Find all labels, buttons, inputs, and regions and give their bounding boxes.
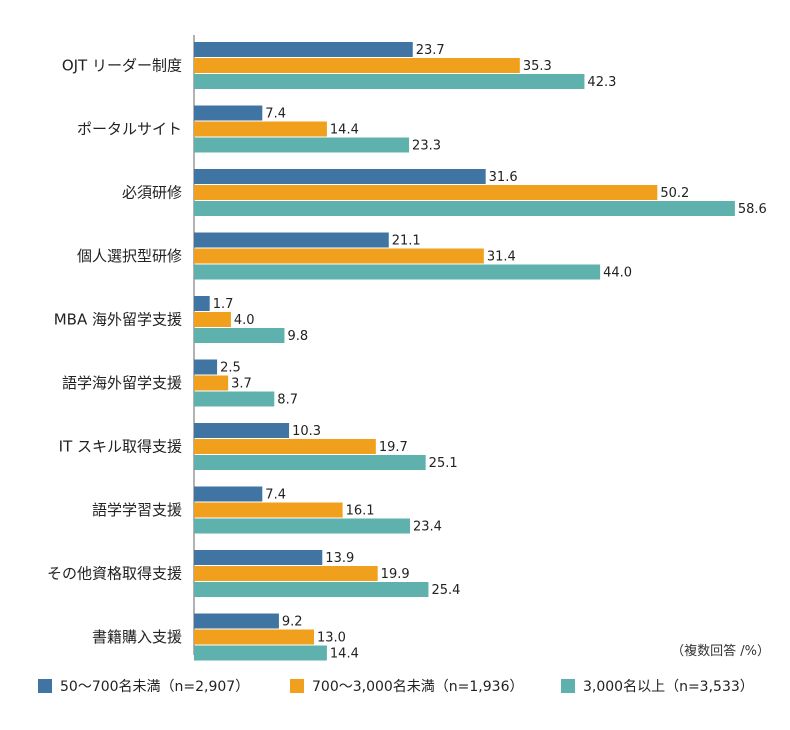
bar-value-label: 50.2 — [660, 186, 689, 201]
bar-value-label: 16.1 — [346, 504, 375, 519]
bar-value-label: 14.4 — [330, 647, 359, 662]
bar — [194, 391, 275, 407]
bar-value-label: 14.4 — [330, 123, 359, 138]
bar — [194, 328, 285, 343]
bar — [194, 518, 410, 534]
category-label: IT スキル取得支援 — [59, 438, 182, 456]
bar — [194, 232, 389, 248]
bar — [194, 58, 520, 73]
bar — [194, 455, 426, 470]
bar-value-label: 19.7 — [379, 440, 408, 455]
legend-swatch — [38, 679, 52, 693]
bar — [194, 312, 231, 327]
bar — [194, 137, 410, 153]
bar — [194, 645, 327, 661]
bar — [194, 201, 735, 216]
bar-value-label: 31.6 — [489, 170, 518, 185]
bar — [194, 423, 290, 438]
bar-value-label: 13.9 — [325, 551, 354, 566]
bar-value-label: 31.4 — [487, 250, 516, 265]
bar — [194, 359, 218, 375]
bar-value-label: 4.0 — [234, 313, 255, 328]
bar — [194, 169, 486, 184]
bar — [194, 582, 429, 597]
category-label: 書籍購入支援 — [92, 628, 182, 646]
category-label: ポータルサイト — [77, 120, 182, 138]
bar-value-label: 13.0 — [317, 631, 346, 646]
bar — [194, 105, 263, 121]
category-label: 語学海外留学支援 — [62, 374, 182, 392]
category-label: その他資格取得支援 — [47, 565, 182, 583]
bar — [194, 629, 314, 645]
category-label: MBA 海外留学支援 — [54, 311, 182, 329]
category-label: 必須研修 — [122, 184, 182, 202]
bar — [194, 550, 323, 565]
bar-value-label: 19.9 — [381, 567, 410, 582]
bar — [194, 439, 376, 454]
bar-value-label: 35.3 — [523, 59, 552, 74]
bar — [194, 42, 413, 57]
legend-label: 700〜3,000名未満（n=1,936） — [312, 679, 523, 695]
bar-value-label: 10.3 — [292, 424, 321, 439]
bar — [194, 613, 279, 629]
bar — [194, 185, 658, 200]
legend-swatch — [290, 679, 304, 693]
bar-value-label: 23.3 — [412, 139, 441, 154]
bar — [194, 264, 601, 280]
bar-value-label: 44.0 — [603, 266, 632, 281]
bar-value-label: 3.7 — [231, 377, 252, 392]
value-labels: 23.7 35.3 42.3 7.4 14.4 23.3 31.6 50.2 58.6 21.1 3… — [213, 43, 767, 662]
bar-value-label: 9.2 — [282, 615, 303, 630]
legend-label: 50〜700名未満（n=2,907） — [60, 679, 249, 695]
bar-value-label: 2.5 — [220, 361, 241, 376]
bar-value-label: 21.1 — [392, 234, 421, 249]
bar-value-label: 7.4 — [265, 107, 286, 122]
bar-value-label: 25.1 — [429, 456, 458, 471]
category-label: OJT リーダー制度 — [62, 57, 182, 75]
bar — [194, 296, 210, 311]
legend: 50〜700名未満（n=2,907） 700〜3,000名未満（n=1,936） 3… — [38, 679, 754, 695]
bar — [194, 566, 378, 581]
bar-value-label: 25.4 — [431, 583, 460, 598]
bar — [194, 486, 263, 502]
bar — [194, 375, 229, 391]
bar-value-label: 7.4 — [265, 488, 286, 503]
bar — [194, 248, 484, 264]
bars-group — [194, 42, 735, 661]
legend-label: 3,000名以上（n=3,533） — [583, 679, 754, 695]
bar-value-label: 58.6 — [738, 202, 767, 217]
bar-value-label: 23.4 — [413, 520, 442, 535]
unit-note: （複数回答 /%） — [671, 643, 770, 659]
bar-value-label: 9.8 — [287, 329, 308, 344]
bar — [194, 502, 343, 518]
bar-value-label: 8.7 — [277, 393, 298, 408]
bar — [194, 74, 585, 89]
category-label: 個人選択型研修 — [77, 247, 182, 265]
category-label: 語学学習支援 — [92, 501, 182, 519]
bar — [194, 121, 327, 137]
bar-value-label: 1.7 — [213, 297, 234, 312]
legend-swatch — [561, 679, 575, 693]
bar-value-label: 42.3 — [587, 75, 616, 90]
bar-value-label: 23.7 — [416, 43, 445, 58]
